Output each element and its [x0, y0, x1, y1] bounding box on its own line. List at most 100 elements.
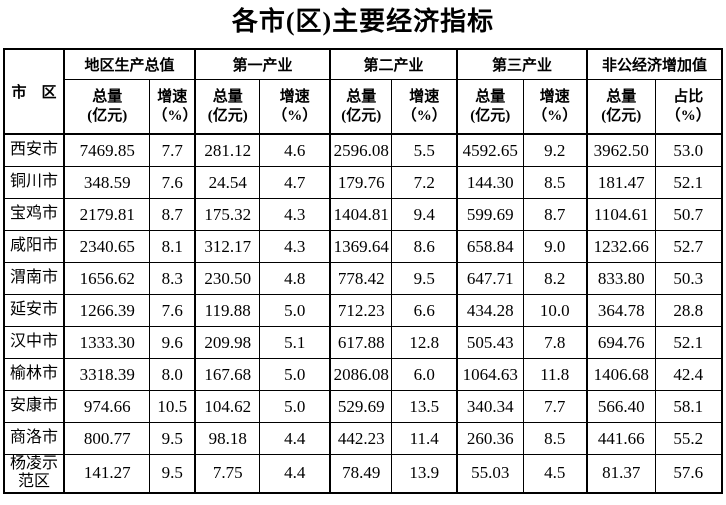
value-cell: 778.42: [328, 262, 393, 295]
value-cell: 144.30: [456, 166, 524, 199]
value-cell: 4.7: [259, 166, 331, 199]
value-cell: 4.3: [259, 230, 331, 263]
city-name: 渭南市: [3, 262, 65, 295]
value-cell: 175.32: [193, 198, 261, 231]
value-cell: 5.0: [259, 390, 331, 423]
header-group-secondary-industry: 第二产业: [328, 48, 458, 80]
value-cell: 8.7: [522, 198, 588, 231]
value-cell: 10.0: [522, 294, 588, 327]
table-row: 杨凌示范区 141.27 9.5 7.75 4.4 78.49 13.9 55.03 4.5 81…: [3, 453, 723, 494]
city-name: 西安市: [3, 133, 65, 167]
value-cell: 11.8: [522, 358, 588, 391]
value-cell: 7.8: [522, 326, 588, 359]
value-cell: 141.27: [62, 453, 151, 494]
value-cell: 260.36: [456, 422, 524, 455]
value-cell: 7.6: [149, 294, 196, 327]
value-cell: 1064.63: [456, 358, 524, 391]
value-cell: 52.1: [654, 166, 723, 199]
value-cell: 8.3: [149, 262, 196, 295]
header-primary-total: 总量 (亿元): [193, 79, 261, 135]
value-cell: 364.78: [586, 294, 656, 327]
header-tertiary-growth: 增速 （%）: [522, 79, 588, 135]
value-cell: 50.3: [654, 262, 723, 295]
value-cell: 694.76: [586, 326, 656, 359]
value-cell: 7.6: [149, 166, 196, 199]
value-cell: 81.37: [586, 453, 656, 494]
value-cell: 4.3: [259, 198, 331, 231]
value-cell: 209.98: [193, 326, 261, 359]
header-nonpublic-total: 总量 (亿元): [586, 79, 656, 135]
value-cell: 5.0: [259, 358, 331, 391]
table-row: 汉中市 1333.30 9.6 209.98 5.1 617.88 12.8 505.43 7.…: [3, 326, 723, 359]
header-sub-row: 总量 (亿元) 增速 （%） 总量 (亿元) 增速 （%） 总量 (亿元) 增速…: [4, 79, 723, 135]
city-name: 安康市: [3, 390, 65, 423]
value-cell: 340.34: [456, 390, 524, 423]
value-cell: 505.43: [456, 326, 524, 359]
value-cell: 58.1: [654, 390, 723, 423]
value-cell: 55.2: [654, 422, 723, 455]
value-cell: 7.2: [391, 166, 458, 199]
value-cell: 8.1: [149, 230, 196, 263]
header-secondary-total: 总量 (亿元): [328, 79, 393, 135]
value-cell: 8.6: [391, 230, 458, 263]
value-cell: 9.4: [391, 198, 458, 231]
header-gdp-growth: 增速 （%）: [149, 79, 196, 135]
value-cell: 833.80: [586, 262, 656, 295]
value-cell: 13.5: [391, 390, 458, 423]
header-primary-growth: 增速 （%）: [259, 79, 331, 135]
value-cell: 7.7: [149, 133, 196, 167]
value-cell: 9.5: [149, 422, 196, 455]
table-row: 榆林市 3318.39 8.0 167.68 5.0 2086.08 6.0 1064.63 1…: [3, 358, 723, 391]
value-cell: 3962.50: [586, 133, 656, 167]
page-title: 各市(区)主要经济指标: [231, 7, 495, 36]
value-cell: 1656.62: [62, 262, 151, 295]
header-nonpublic-share: 占比 （%）: [654, 79, 723, 135]
value-cell: 8.5: [522, 166, 588, 199]
value-cell: 55.03: [456, 453, 524, 494]
header-group-primary-industry: 第一产业: [193, 48, 331, 80]
header-city-region: 市 区: [3, 48, 65, 135]
value-cell: 8.2: [522, 262, 588, 295]
value-cell: 974.66: [62, 390, 151, 423]
value-cell: 181.47: [586, 166, 656, 199]
value-cell: 1369.64: [328, 230, 393, 263]
value-cell: 312.17: [193, 230, 261, 263]
value-cell: 2596.08: [328, 133, 393, 167]
value-cell: 98.18: [193, 422, 261, 455]
value-cell: 9.2: [522, 133, 588, 167]
value-cell: 9.6: [149, 326, 196, 359]
header-gdp-total: 总量 (亿元): [62, 79, 151, 135]
value-cell: 11.4: [391, 422, 458, 455]
table-row: 商洛市 800.77 9.5 98.18 4.4 442.23 11.4 260.36 8.5 4…: [3, 422, 723, 455]
value-cell: 7.75: [193, 453, 261, 494]
value-cell: 4.4: [259, 453, 331, 494]
value-cell: 8.5: [522, 422, 588, 455]
value-cell: 1404.81: [328, 198, 393, 231]
value-cell: 9.0: [522, 230, 588, 263]
value-cell: 9.5: [149, 453, 196, 494]
header-secondary-growth: 增速 （%）: [391, 79, 458, 135]
value-cell: 4.6: [259, 133, 331, 167]
table-row: 延安市 1266.39 7.6 119.88 5.0 712.23 6.6 434.28 10.…: [3, 294, 723, 327]
table-row: 铜川市 348.59 7.6 24.54 4.7 179.76 7.2 144.30 8.5 18…: [3, 166, 723, 199]
city-name: 商洛市: [3, 422, 65, 455]
header-group-row: 市 区 地区生产总值 第一产业 第二产业 第三产业 非公经济增加值: [3, 48, 723, 135]
value-cell: 119.88: [193, 294, 261, 327]
value-cell: 9.5: [391, 262, 458, 295]
value-cell: 348.59: [62, 166, 151, 199]
value-cell: 658.84: [456, 230, 524, 263]
header-group-nonpublic-economy: 非公经济增加值: [586, 48, 723, 80]
city-name: 榆林市: [3, 358, 65, 391]
value-cell: 230.50: [193, 262, 261, 295]
table-row: 宝鸡市 2179.81 8.7 175.32 4.3 1404.81 9.4 599.69 8.…: [3, 198, 723, 231]
value-cell: 57.6: [654, 453, 723, 494]
table-row: 渭南市 1656.62 8.3 230.50 4.8 778.42 9.5 647.71 8.2…: [3, 262, 723, 295]
value-cell: 6.0: [391, 358, 458, 391]
value-cell: 7.7: [522, 390, 588, 423]
value-cell: 434.28: [456, 294, 524, 327]
value-cell: 10.5: [149, 390, 196, 423]
value-cell: 104.62: [193, 390, 261, 423]
value-cell: 3318.39: [62, 358, 151, 391]
value-cell: 7469.85: [62, 133, 151, 167]
